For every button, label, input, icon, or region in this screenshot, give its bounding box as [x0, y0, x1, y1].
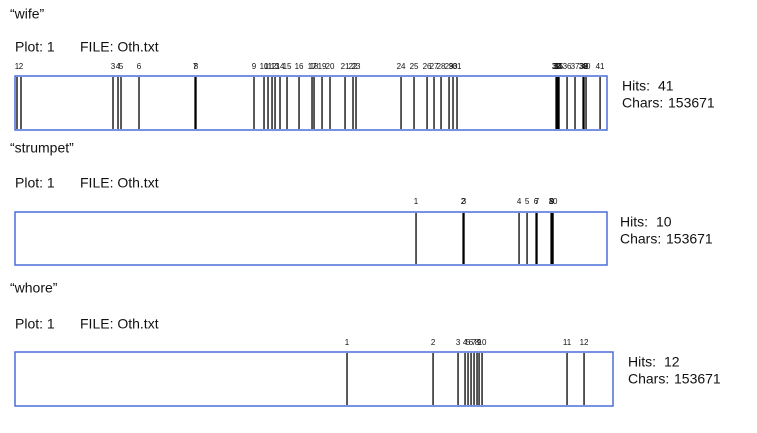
- hit-label: 25: [410, 62, 419, 71]
- hit-label: 12: [268, 62, 277, 71]
- hit-label: 5: [119, 62, 124, 71]
- hit-label: 15: [283, 62, 292, 71]
- hit-label: 31: [453, 62, 462, 71]
- chars-value: 153671: [668, 95, 715, 111]
- hit-label: 21: [341, 62, 350, 71]
- file-name: FILE: Oth.txt: [80, 175, 159, 191]
- hit-label: 5: [466, 338, 471, 347]
- hit-label: 9: [252, 62, 257, 71]
- chars-label: Chars:: [628, 371, 669, 387]
- hit-label: 10: [478, 338, 487, 347]
- hit-label: 20: [326, 62, 335, 71]
- plot-title: “whore”: [10, 280, 58, 296]
- hit-label: 7: [193, 62, 198, 71]
- hit-label: 28: [437, 62, 446, 71]
- hit-label: 26: [423, 62, 432, 71]
- hit-label: 4: [463, 338, 468, 347]
- plot-box: [14, 351, 614, 407]
- hit-label: 3: [462, 197, 467, 206]
- plot-number: Plot: 1: [15, 175, 55, 191]
- hit-label: 7: [472, 338, 477, 347]
- hit-label: 11: [264, 62, 273, 71]
- hit-label: 30: [449, 62, 458, 71]
- hits-value: 12: [664, 354, 680, 370]
- file-name: FILE: Oth.txt: [80, 316, 159, 332]
- hit-label: 19: [318, 62, 327, 71]
- hit-label: 16: [295, 62, 304, 71]
- hit-label: 11: [563, 338, 572, 347]
- hit-label: 39: [580, 62, 589, 71]
- hit-label: 4: [116, 62, 121, 71]
- hit-label: 4: [517, 197, 522, 206]
- chars-label: Chars:: [620, 231, 661, 247]
- hit-label: 10: [549, 197, 558, 206]
- hit-label: 1: [345, 338, 350, 347]
- hit-label: 17: [308, 62, 317, 71]
- hit-label: 35: [555, 62, 564, 71]
- hit-label: 10: [260, 62, 269, 71]
- hit-label: 24: [397, 62, 406, 71]
- hit-label: 8: [549, 197, 554, 206]
- chars-value: 153671: [674, 371, 721, 387]
- hit-label: 34: [554, 62, 563, 71]
- hit-label: 38: [579, 62, 588, 71]
- hit-label: 40: [582, 62, 591, 71]
- plot-title: “strumpet”: [10, 140, 74, 156]
- hit-label: 36: [563, 62, 572, 71]
- hit-label: 9: [477, 338, 482, 347]
- hits-value: 10: [656, 214, 672, 230]
- hits-label: Hits:: [628, 354, 656, 370]
- hit-label: 29: [445, 62, 454, 71]
- hit-label: 3: [456, 338, 461, 347]
- hit-label: 8: [194, 62, 199, 71]
- hit-label: 23: [352, 62, 361, 71]
- hits-label: Hits:: [620, 214, 648, 230]
- hit-label: 13: [271, 62, 280, 71]
- hit-label: 1: [414, 197, 419, 206]
- hit-label: 41: [596, 62, 605, 71]
- hit-label: 2: [19, 62, 24, 71]
- plot-number: Plot: 1: [15, 39, 55, 55]
- hit-label: 27: [430, 62, 439, 71]
- hits-label: Hits:: [622, 78, 650, 94]
- file-name: FILE: Oth.txt: [80, 39, 159, 55]
- hit-label: 12: [580, 338, 589, 347]
- hit-label: 2: [461, 197, 466, 206]
- hit-label: 8: [475, 338, 480, 347]
- chars-label: Chars:: [622, 95, 663, 111]
- hit-label: 18: [310, 62, 319, 71]
- hit-label: 6: [137, 62, 142, 71]
- plot-box: [14, 75, 608, 131]
- hits-value: 41: [658, 78, 674, 94]
- chars-value: 153671: [666, 231, 713, 247]
- hit-label: 9: [550, 197, 555, 206]
- hit-label: 6: [469, 338, 474, 347]
- plot-box: [14, 211, 608, 266]
- hit-label: 7: [535, 197, 540, 206]
- hit-label: 37: [571, 62, 580, 71]
- hit-label: 3: [111, 62, 116, 71]
- hit-label: 5: [525, 197, 530, 206]
- hit-label: 14: [276, 62, 285, 71]
- hit-label: 1: [15, 62, 20, 71]
- plot-title: “wife”: [10, 6, 45, 22]
- plot-number: Plot: 1: [15, 316, 55, 332]
- hit-label: 6: [534, 197, 539, 206]
- hit-label: 2: [431, 338, 436, 347]
- hit-label: 22: [349, 62, 358, 71]
- hit-label: 33: [553, 62, 562, 71]
- hit-label: 32: [552, 62, 561, 71]
